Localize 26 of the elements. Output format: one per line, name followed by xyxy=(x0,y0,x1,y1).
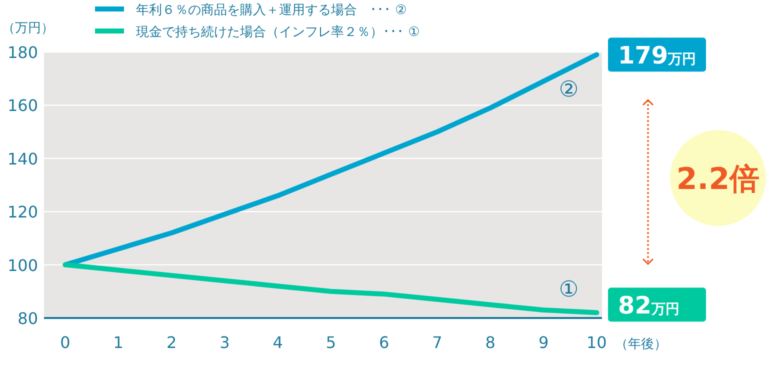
x-tick-label: 5 xyxy=(326,333,336,352)
y-tick-label: 120 xyxy=(7,202,38,222)
text: 2.2倍 xyxy=(676,162,760,197)
x-tick-label: 7 xyxy=(432,333,442,352)
x-tick-label: 8 xyxy=(485,333,496,352)
data-label: 82万円 xyxy=(618,292,680,320)
y-tick-label: 140 xyxy=(7,149,38,168)
x-tick-label: 3 xyxy=(220,333,230,352)
x-axis-title: （年後） xyxy=(615,337,667,352)
x-tick-label: 6 xyxy=(379,333,390,352)
y-tick-label: 160 xyxy=(7,96,38,116)
x-tick-label: 1 xyxy=(113,333,124,352)
y-axis-title: （万円） xyxy=(2,21,54,36)
annotation: ② xyxy=(558,78,579,103)
legend-label: 現金で持ち続けた場合（インフレ率２％）･･･ ① xyxy=(136,24,420,40)
x-tick-label: 4 xyxy=(272,333,283,352)
legend-label: 年利６％の商品を購入＋運用する場合 ･･･ ② xyxy=(136,3,407,18)
x-tick-label: 10 xyxy=(586,333,607,352)
x-tick-label: 9 xyxy=(538,333,549,352)
data-label: 179万円 xyxy=(618,42,696,70)
y-tick-label: 100 xyxy=(7,256,38,275)
x-tick-label: 2 xyxy=(166,333,177,352)
annotation: ① xyxy=(558,278,579,303)
x-tick-label: 0 xyxy=(60,333,70,352)
y-tick-label: 180 xyxy=(7,43,38,62)
y-tick-label: 80 xyxy=(18,309,38,328)
